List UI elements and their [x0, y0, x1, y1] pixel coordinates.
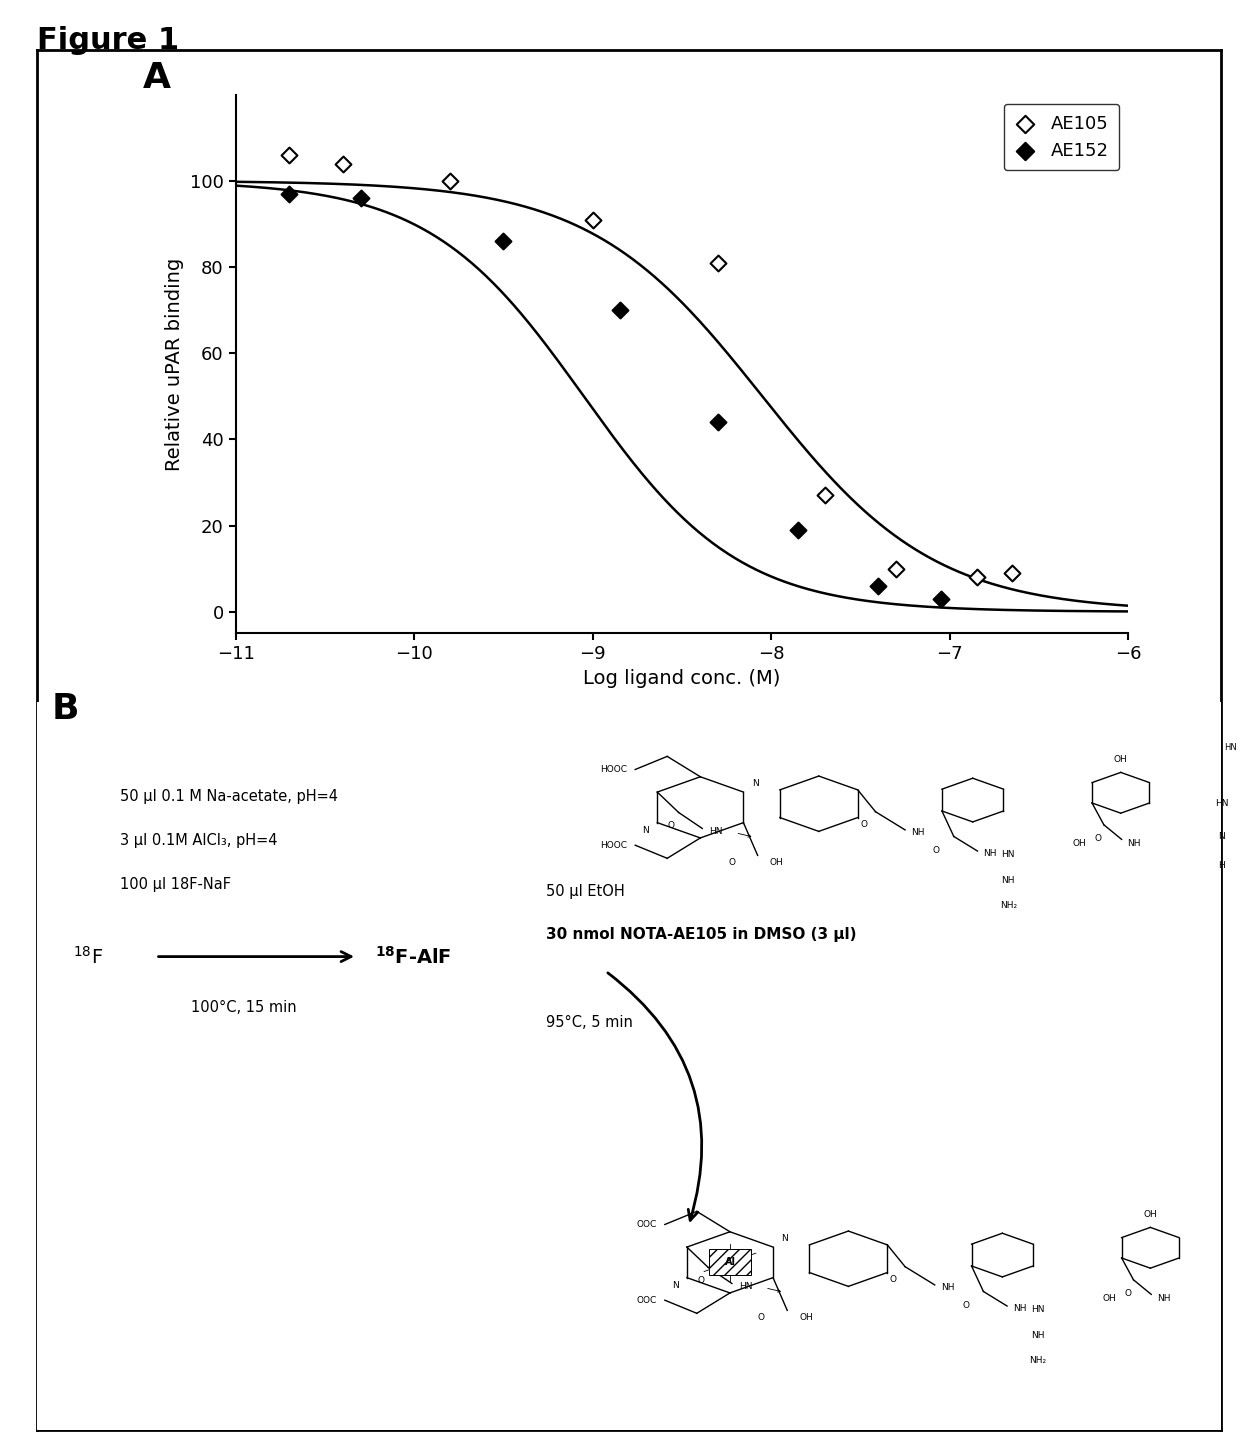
- Text: NH: NH: [911, 827, 925, 837]
- AE152: [494, 230, 513, 253]
- Text: N: N: [672, 1281, 678, 1290]
- AE152: [279, 182, 299, 205]
- Text: OOC: OOC: [636, 1296, 656, 1305]
- Text: HN: HN: [709, 827, 723, 836]
- Text: 95°C, 5 min: 95°C, 5 min: [547, 1015, 634, 1029]
- Text: 50 μl 0.1 M Na-acetate, pH=4: 50 μl 0.1 M Na-acetate, pH=4: [120, 789, 339, 804]
- AE105: [583, 208, 603, 232]
- Text: O: O: [668, 821, 675, 830]
- Text: 30 nmol NOTA-AE105 in DMSO (3 μl): 30 nmol NOTA-AE105 in DMSO (3 μl): [547, 927, 857, 942]
- Text: HN: HN: [1224, 743, 1236, 753]
- Text: O: O: [962, 1302, 970, 1310]
- Text: N: N: [1218, 831, 1225, 842]
- Text: HN: HN: [1032, 1305, 1044, 1315]
- Text: B: B: [52, 692, 79, 725]
- Text: N: N: [781, 1235, 789, 1243]
- Text: 100 μl 18F-NaF: 100 μl 18F-NaF: [120, 877, 231, 891]
- Text: NH: NH: [1127, 839, 1141, 847]
- Text: O: O: [698, 1275, 704, 1286]
- AE152: [789, 518, 808, 542]
- AE105: [1002, 562, 1022, 585]
- Text: $\mathbf{^{18}F}$-AlF: $\mathbf{^{18}F}$-AlF: [374, 945, 451, 968]
- Text: OH: OH: [1102, 1294, 1116, 1303]
- Text: OH: OH: [1143, 1210, 1157, 1219]
- Text: 50 μl EtOH: 50 μl EtOH: [547, 884, 625, 898]
- AE105: [708, 250, 728, 274]
- AE152: [868, 574, 888, 597]
- Text: OOC: OOC: [636, 1220, 656, 1229]
- Legend: AE105, AE152: AE105, AE152: [1003, 103, 1120, 170]
- Text: O: O: [1095, 833, 1101, 843]
- Text: OH: OH: [799, 1313, 813, 1322]
- X-axis label: Log ligand conc. (M): Log ligand conc. (M): [583, 668, 781, 687]
- Text: A: A: [143, 61, 171, 95]
- AE105: [332, 151, 352, 175]
- AE105: [440, 169, 460, 192]
- Text: HN: HN: [739, 1281, 753, 1291]
- Text: Al: Al: [724, 1258, 735, 1267]
- Text: OH: OH: [1073, 839, 1086, 849]
- Text: NH: NH: [1002, 875, 1016, 885]
- Text: N: N: [642, 826, 649, 836]
- AE152: [708, 411, 728, 434]
- AE105: [279, 143, 299, 166]
- Text: HN: HN: [1002, 850, 1016, 859]
- Text: 100°C, 15 min: 100°C, 15 min: [191, 1000, 296, 1015]
- Text: O: O: [758, 1313, 765, 1322]
- AE152: [610, 298, 630, 322]
- Text: 3 μl 0.1M AlCl₃, pH=4: 3 μl 0.1M AlCl₃, pH=4: [120, 833, 278, 847]
- Text: HOOC: HOOC: [600, 840, 627, 850]
- Text: H: H: [1218, 860, 1225, 871]
- AE105: [887, 558, 906, 581]
- Text: OH: OH: [1114, 754, 1127, 763]
- Y-axis label: Relative uPAR binding: Relative uPAR binding: [165, 258, 185, 470]
- Text: O: O: [728, 858, 735, 868]
- AE105: [815, 483, 835, 507]
- Text: OH: OH: [770, 858, 784, 868]
- Text: Figure 1: Figure 1: [37, 26, 180, 55]
- Text: NH: NH: [1032, 1331, 1044, 1340]
- Text: O: O: [890, 1275, 897, 1284]
- Text: O: O: [861, 821, 867, 830]
- Text: O: O: [932, 846, 940, 855]
- AE105: [967, 566, 987, 590]
- FancyArrowPatch shape: [608, 973, 702, 1220]
- AE152: [351, 186, 371, 210]
- Text: NH: NH: [983, 849, 997, 858]
- Text: O: O: [1123, 1289, 1131, 1297]
- Text: NH₂: NH₂: [999, 901, 1017, 910]
- Bar: [708, 1249, 751, 1275]
- AE152: [931, 587, 951, 610]
- Text: NH: NH: [1157, 1293, 1171, 1303]
- Text: NH: NH: [941, 1283, 954, 1291]
- Text: NH: NH: [1013, 1303, 1027, 1313]
- Text: HOOC: HOOC: [600, 764, 627, 775]
- Text: $^{18}$F: $^{18}$F: [73, 945, 103, 968]
- Text: NH₂: NH₂: [1029, 1356, 1047, 1366]
- Text: N: N: [751, 779, 759, 788]
- Text: HN: HN: [1215, 799, 1228, 808]
